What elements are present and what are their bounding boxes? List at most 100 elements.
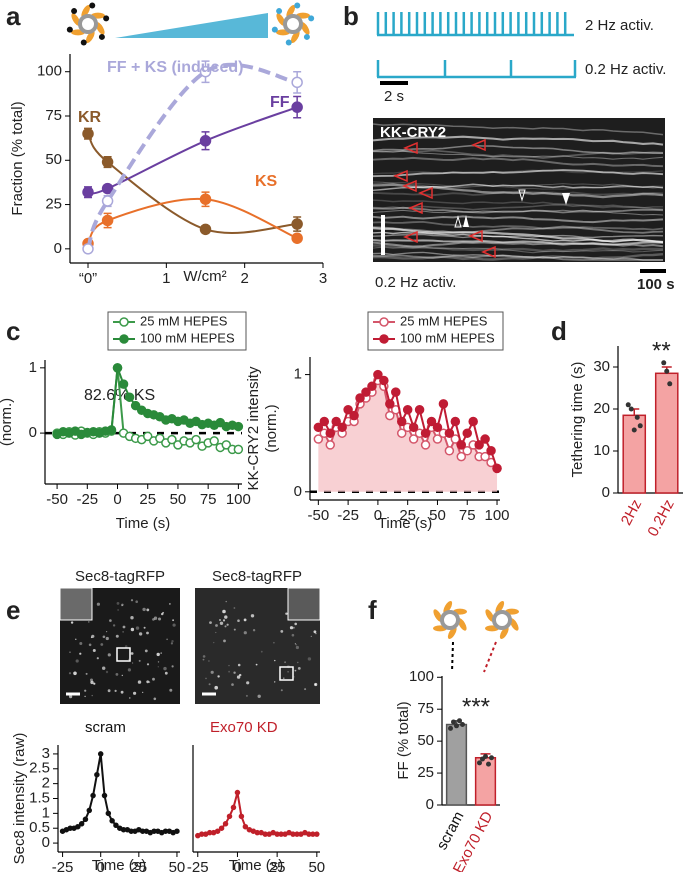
speckle: [135, 600, 138, 603]
data-point: [221, 440, 232, 450]
y-tick-label: 100: [409, 668, 434, 685]
vesicle-dot: [103, 15, 110, 22]
data-point: [101, 195, 114, 207]
data-point: [444, 446, 455, 456]
data-point: [391, 387, 401, 397]
data-point: [86, 807, 93, 814]
data-point: [349, 410, 359, 421]
speckle: [314, 683, 317, 686]
speckle: [160, 652, 162, 654]
arrowhead: [408, 201, 423, 215]
replicate-point: [457, 718, 462, 724]
data-point: [486, 446, 496, 456]
data-point: [233, 444, 244, 455]
data-point: [367, 381, 377, 392]
x-tick-label: 100: [485, 507, 510, 524]
series-line: [197, 792, 317, 837]
image-caption: 0.2 Hz activ.: [375, 274, 456, 291]
data-point: [94, 771, 100, 778]
speckle: [246, 681, 250, 685]
x-tick-label: -50: [46, 491, 68, 508]
speckle: [208, 683, 211, 686]
speckle: [287, 671, 289, 673]
series-line: [87, 197, 298, 245]
replicate-point: [460, 722, 465, 728]
arrowhead: [468, 229, 483, 243]
speckle: [289, 626, 294, 630]
data-point: [462, 446, 472, 456]
data-point: [191, 434, 201, 445]
y-tick-label: 0: [602, 484, 610, 501]
y-tick-label: 10: [593, 442, 610, 459]
data-point: [82, 127, 94, 140]
y-tick-label: 3: [42, 745, 50, 762]
arrowhead: [393, 169, 408, 183]
speckle: [205, 677, 207, 680]
y-tick-label: 0.5: [29, 819, 50, 836]
data-point: [331, 416, 341, 427]
data-point: [462, 428, 472, 438]
y-tick-label: 2.5: [29, 760, 50, 777]
y-tick-label: 25: [45, 196, 62, 213]
speckle: [96, 602, 100, 606]
speckle: [243, 618, 247, 622]
speckle: [75, 638, 77, 640]
speckle: [295, 645, 299, 650]
streak: [372, 215, 664, 224]
bar: [445, 723, 468, 806]
data-point: [199, 135, 212, 147]
speckle: [69, 651, 71, 653]
speckle: [223, 639, 226, 643]
data-point: [124, 392, 135, 402]
speckle: [146, 631, 149, 635]
data-point: [408, 422, 419, 433]
speckle: [138, 632, 143, 636]
speckle: [293, 676, 295, 678]
data-point: [432, 434, 443, 444]
x-tick-label: 3: [319, 270, 327, 287]
vesicle-protein: [286, 4, 296, 18]
series-label: FF: [270, 94, 290, 111]
scale-label: 2 s: [384, 88, 404, 105]
connector: [483, 641, 497, 673]
arrowhead: [471, 138, 486, 152]
x-tick-label: -25: [76, 491, 98, 508]
speckle: [237, 663, 241, 667]
replicate-point: [451, 719, 456, 725]
streak: [372, 227, 664, 244]
replicate-point: [661, 360, 667, 366]
streak: [373, 244, 664, 253]
arrowhead: [418, 186, 433, 200]
streak: [372, 183, 664, 192]
speckle: [280, 689, 283, 692]
speckle: [90, 678, 93, 682]
data-point: [480, 451, 490, 462]
data-point: [101, 792, 108, 799]
streak: [372, 246, 664, 254]
speckle: [132, 662, 134, 664]
data-point: [242, 823, 249, 830]
arrowhead: [454, 215, 462, 228]
y-tick-label: 1.5: [29, 789, 50, 806]
speckle: [114, 689, 117, 693]
speckle: [280, 630, 284, 633]
data-point: [361, 387, 371, 397]
x-tick-label: 25: [269, 859, 286, 872]
vesicle-dot: [303, 33, 310, 40]
streak: [372, 144, 663, 155]
vesicle-protein: [290, 30, 300, 44]
speckle: [219, 619, 221, 621]
speckle: [255, 663, 258, 666]
area: [318, 380, 498, 492]
speckle: [172, 619, 175, 622]
data-point: [118, 379, 129, 389]
speckle: [233, 671, 236, 674]
arrowhead: [403, 230, 418, 244]
vesicle-dot: [285, 39, 292, 46]
y-axis-label: Tethering time (s): [569, 362, 586, 478]
data-point: [355, 393, 365, 403]
speckle: [153, 616, 158, 620]
data-point: [155, 433, 165, 444]
speckle: [209, 621, 212, 624]
speckle: [84, 689, 87, 692]
